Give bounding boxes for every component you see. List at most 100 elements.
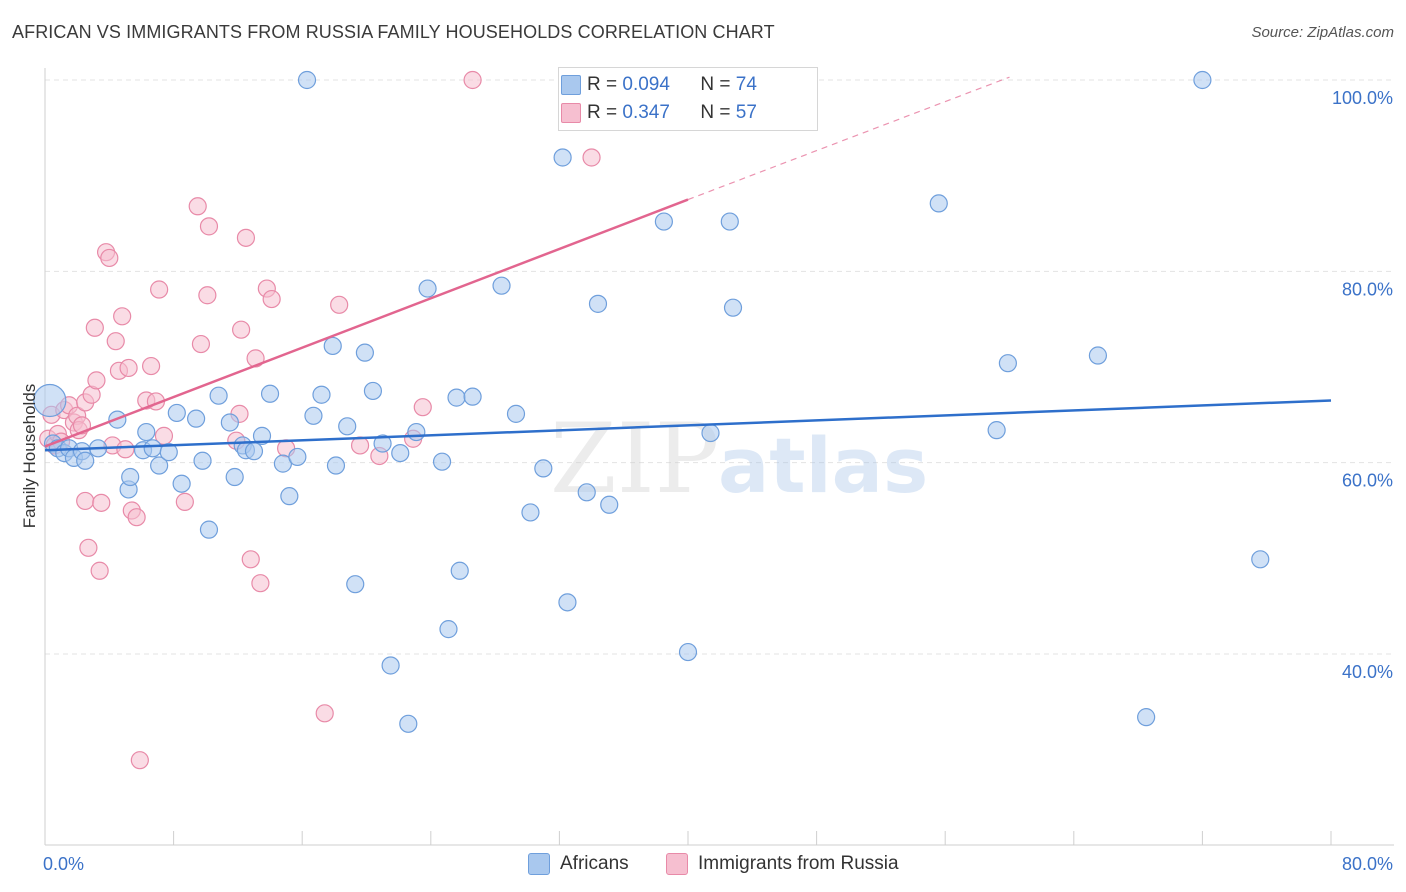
- africans-point: [439, 620, 458, 639]
- africans-point: [137, 422, 156, 442]
- russia-point: [330, 295, 349, 314]
- russia-point: [119, 358, 138, 378]
- africans-point: [720, 212, 739, 231]
- series-africans-points: [33, 70, 1270, 733]
- africans-point: [600, 495, 619, 514]
- legend-n-label: N =: [700, 74, 731, 95]
- africans-point: [244, 442, 264, 461]
- x-tick-labels: 0.0% 80.0%: [43, 854, 1393, 874]
- africans-point: [588, 294, 608, 313]
- africans-point: [33, 383, 67, 418]
- russia-point: [116, 440, 135, 459]
- africans-point: [193, 451, 212, 470]
- africans-point: [260, 384, 280, 403]
- africans-point: [346, 575, 365, 594]
- russia-point: [241, 550, 260, 569]
- watermark-zip: ZIP: [550, 403, 719, 515]
- africans-point: [723, 298, 743, 317]
- russia-point: [150, 280, 169, 299]
- bottom-legend-russia[interactable]: Immigrants from Russia: [666, 851, 899, 877]
- africans-point: [312, 385, 331, 404]
- x-tick-label: 80.0%: [1342, 854, 1393, 874]
- source-label: Source: ZipAtlas.com: [1251, 24, 1394, 41]
- africans-point: [143, 439, 162, 458]
- y-tick-labels: 40.0% 60.0% 80.0% 100.0%: [1332, 88, 1393, 682]
- russia-point: [76, 491, 95, 511]
- legend-swatch-russia: [561, 103, 581, 123]
- africans-point: [407, 422, 426, 442]
- africans-point: [209, 386, 228, 405]
- russia-point: [262, 289, 281, 309]
- russia-point: [127, 508, 146, 527]
- legend-swatch-africans: [561, 75, 581, 95]
- russia-point: [315, 704, 334, 723]
- africans-point: [521, 503, 540, 522]
- bottom-legend-swatch-africans: [528, 853, 550, 875]
- africans-point: [447, 388, 466, 407]
- russia-point: [582, 148, 601, 167]
- trend-line-africans: [44, 399, 1332, 452]
- africans-point: [1088, 346, 1108, 365]
- russia-point: [199, 217, 219, 236]
- africans-point: [297, 70, 317, 90]
- legend-row-russia: R = 0.347 N = 57: [561, 100, 757, 126]
- legend-r-africans: 0.094: [622, 74, 670, 95]
- africans-point: [1251, 550, 1270, 569]
- africans-point: [450, 561, 469, 580]
- y-tick-label: 40.0%: [1342, 662, 1393, 682]
- africans-point: [159, 443, 178, 462]
- russia-point: [188, 197, 207, 216]
- africans-point: [381, 656, 400, 675]
- grid-lines: [45, 79, 1394, 655]
- africans-point: [323, 336, 342, 356]
- legend-row-africans: R = 0.094 N = 74: [561, 72, 757, 98]
- africans-point: [121, 467, 140, 487]
- y-axis-title: Family Households: [20, 384, 39, 529]
- russia-point: [232, 320, 251, 339]
- legend-n-russia: 57: [735, 102, 757, 123]
- africans-point: [326, 456, 346, 475]
- x-tick-label: 0.0%: [43, 854, 84, 874]
- africans-point: [288, 447, 307, 467]
- russia-point: [175, 492, 194, 511]
- trend-lines: [44, 76, 1332, 452]
- russia-point: [87, 371, 106, 390]
- correlation-legend: R = 0.094 N = 74 R = 0.347 N = 57: [558, 67, 818, 131]
- africans-point: [225, 467, 244, 487]
- africans-point: [150, 456, 169, 475]
- africans-point: [187, 409, 206, 428]
- russia-point: [191, 334, 211, 354]
- africans-point: [654, 212, 673, 231]
- legend-n-label: N =: [700, 102, 731, 123]
- russia-point: [92, 493, 111, 512]
- legend-r-russia: 0.347: [622, 102, 670, 123]
- africans-point: [363, 381, 383, 401]
- africans-point: [1193, 70, 1212, 90]
- africans-point: [1137, 708, 1156, 727]
- africans-point: [167, 403, 186, 423]
- russia-point: [113, 307, 132, 326]
- russia-point: [130, 751, 149, 770]
- africans-point: [172, 474, 191, 493]
- russia-point: [100, 248, 119, 268]
- africans-point: [220, 413, 239, 432]
- russia-point: [251, 574, 270, 593]
- africans-point: [373, 434, 392, 453]
- russia-point: [236, 228, 256, 247]
- bottom-legend-africans[interactable]: Africans: [528, 851, 629, 877]
- africans-point: [199, 520, 219, 539]
- bottom-legend-swatch-russia: [666, 853, 688, 875]
- legend-r-label: R =: [587, 102, 618, 123]
- africans-point: [355, 343, 374, 362]
- africans-point: [76, 451, 95, 470]
- africans-point: [399, 714, 418, 733]
- africans-point: [418, 279, 437, 298]
- africans-point: [534, 459, 553, 478]
- legend-n-africans: 74: [735, 74, 757, 95]
- africans-point: [577, 483, 596, 502]
- africans-point: [998, 354, 1017, 373]
- africans-point: [391, 444, 410, 463]
- africans-point: [701, 423, 720, 443]
- africans-point: [338, 417, 357, 436]
